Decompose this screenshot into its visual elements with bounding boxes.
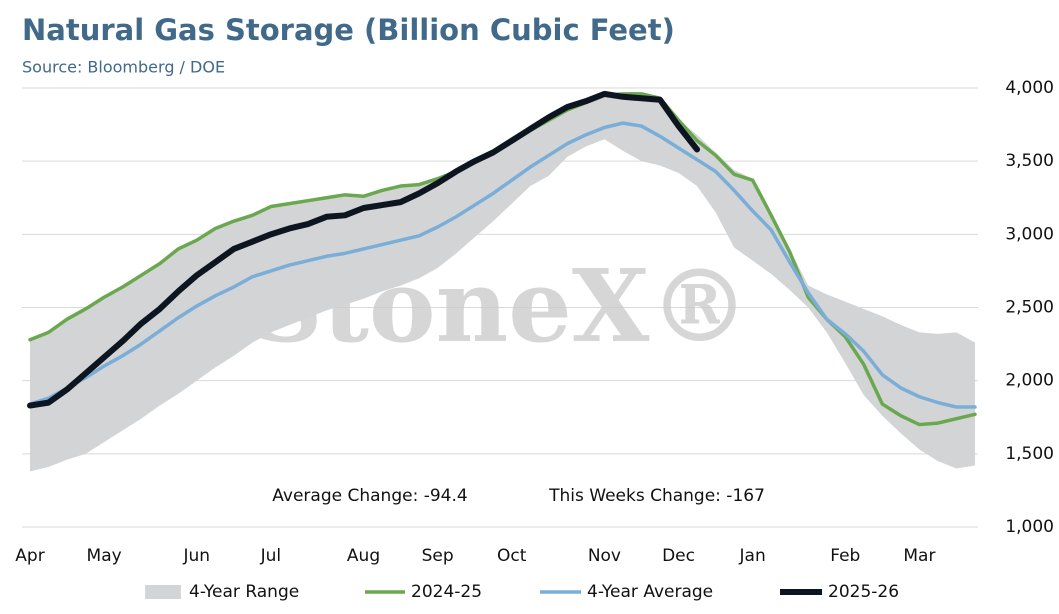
legend-label: 4-Year Average <box>587 582 713 602</box>
series-line <box>27 90 701 409</box>
chart-subtitle: Source: Bloomberg / DOE <box>22 58 225 77</box>
legend-label: 4-Year Range <box>189 582 299 602</box>
annotation: Average Change: -94.4 <box>272 486 467 506</box>
legend-swatch <box>145 585 181 599</box>
legend-label: 2024-25 <box>411 582 482 602</box>
x-tick-label: Jan <box>739 546 766 566</box>
y-tick-label: 1,500 <box>1005 444 1054 464</box>
x-tick-label: May <box>87 546 122 566</box>
y-tick-label: 2,000 <box>1005 371 1054 391</box>
x-tick-label: Sep <box>422 546 454 566</box>
y-tick-label: 1,000 <box>1005 517 1054 537</box>
x-tick-label: Dec <box>662 546 695 566</box>
x-tick-label: Mar <box>903 546 935 566</box>
x-tick-label: Oct <box>497 546 527 566</box>
y-tick-label: 3,500 <box>1005 151 1054 171</box>
range-band <box>30 93 975 472</box>
series-line <box>28 121 977 409</box>
x-tick-label: Jul <box>260 546 282 566</box>
x-tick-label: Nov <box>588 546 621 566</box>
chart-title: Natural Gas Storage (Billion Cubic Feet) <box>22 13 675 47</box>
annotation: This Weeks Change: -167 <box>548 486 765 506</box>
x-tick-label: Feb <box>830 546 860 566</box>
x-tick-label: Apr <box>15 546 44 566</box>
legend-label: 2025-26 <box>828 582 899 602</box>
x-tick-label: Jun <box>182 546 210 566</box>
y-tick-label: 3,000 <box>1005 224 1054 244</box>
x-tick-label: Aug <box>347 546 380 566</box>
y-tick-label: 2,500 <box>1005 298 1054 318</box>
y-tick-label: 4,000 <box>1005 78 1054 98</box>
